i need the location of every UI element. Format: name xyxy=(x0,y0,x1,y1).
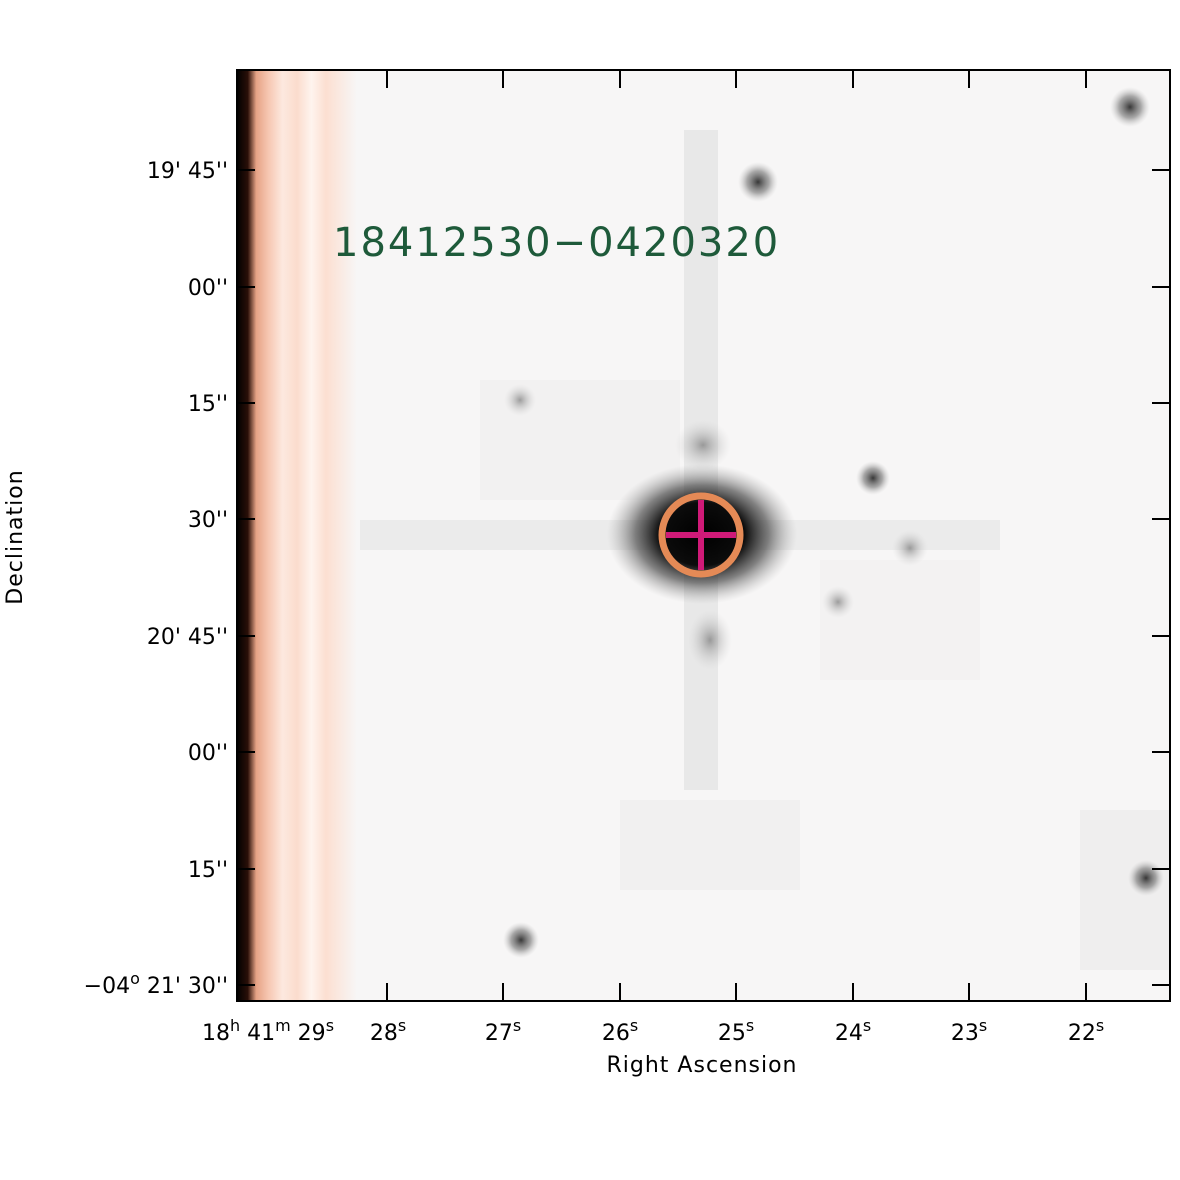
ra-tick-label: 25s xyxy=(718,1016,754,1046)
ra-tick-label: 18h 41m 29s xyxy=(202,1016,334,1046)
field-star xyxy=(738,162,778,202)
star-halo xyxy=(675,420,731,470)
dec-tick-labels: 19' 45'' 00'' 15'' 30'' 20' 45'' 00'' 15'' −04o… xyxy=(84,159,228,999)
dec-tick-label: 00'' xyxy=(188,276,228,301)
dec-tick-label: 00'' xyxy=(188,741,228,766)
sky-block xyxy=(620,800,800,890)
ra-tick-labels: 18h 41m 29s 28s 27s 26s 25s 24s 23s 22s xyxy=(202,1016,1104,1046)
source-marker xyxy=(658,492,744,578)
dec-tick-label: −04o 21' 30'' xyxy=(84,969,228,999)
star-halo xyxy=(688,610,732,670)
field-star xyxy=(504,384,536,416)
field-star xyxy=(503,922,539,958)
ra-tick-label: 24s xyxy=(835,1016,871,1046)
sky-block xyxy=(820,560,980,680)
ra-tick-label: 28s xyxy=(370,1016,406,1046)
tick-marks xyxy=(237,70,1170,1001)
x-axis-title: Right Ascension xyxy=(607,1053,798,1078)
y-axis-title: Declination xyxy=(3,469,28,604)
ra-tick-label: 27s xyxy=(485,1016,521,1046)
dec-tick-label: 19' 45'' xyxy=(147,159,228,184)
field-star xyxy=(1128,860,1164,896)
ra-tick-label: 26s xyxy=(602,1016,638,1046)
image-edge-stripe xyxy=(237,70,357,1001)
field-star xyxy=(822,586,854,618)
dec-tick-label: 15'' xyxy=(188,858,228,883)
plot-frame xyxy=(236,69,1171,1002)
ra-tick-label: 23s xyxy=(951,1016,987,1046)
sky-image xyxy=(237,70,1170,1001)
dec-tick-label: 15'' xyxy=(188,392,228,417)
ra-tick-label: 22s xyxy=(1068,1016,1104,1046)
dec-tick-label: 30'' xyxy=(188,508,228,533)
field-star xyxy=(1110,87,1150,127)
dec-tick-label: 20' 45'' xyxy=(147,625,228,650)
source-id-label: 18412530−0420320 xyxy=(333,220,780,266)
field-star xyxy=(856,461,890,495)
marker-circle xyxy=(658,492,744,578)
field-star xyxy=(892,530,928,566)
